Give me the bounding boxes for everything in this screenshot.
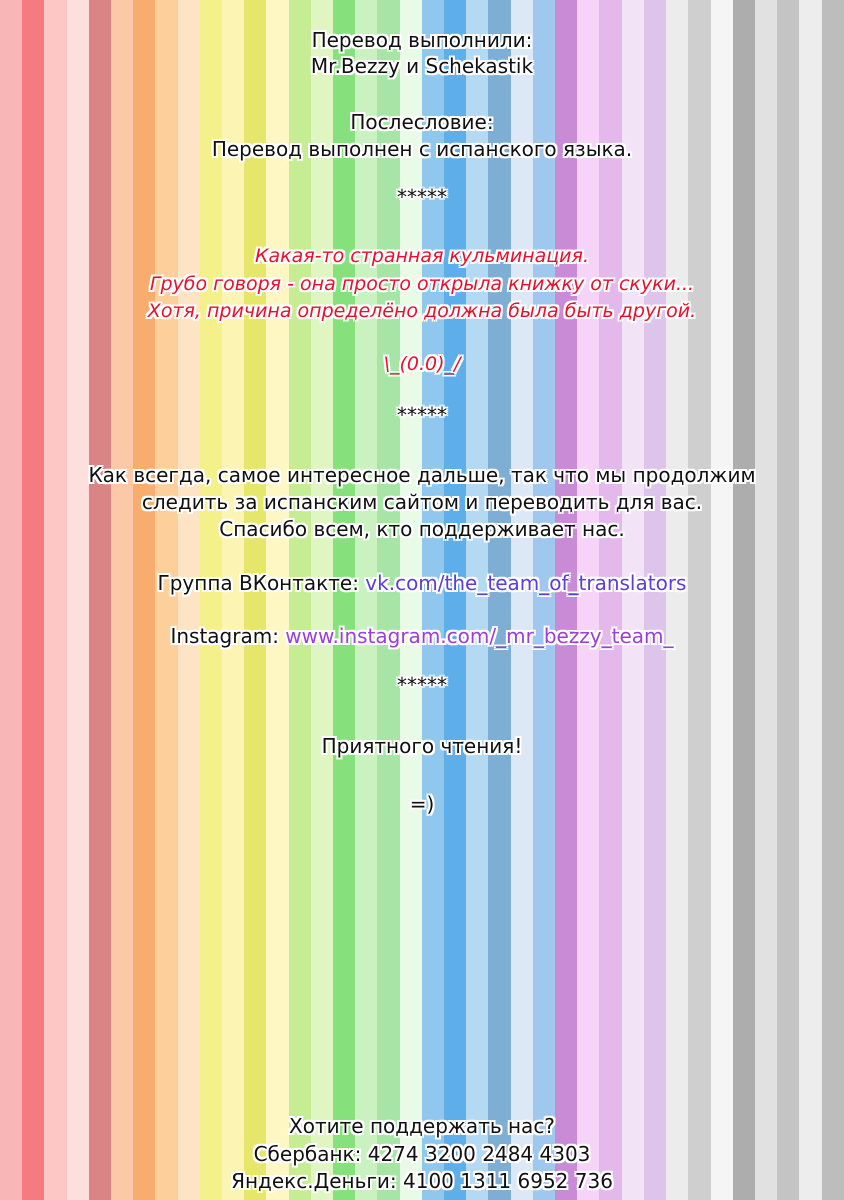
stripe	[777, 0, 800, 1200]
separator: *****	[397, 185, 447, 209]
stripe	[599, 0, 622, 1200]
message-line-3: Спасибо всем, кто поддерживает нас.	[219, 517, 625, 541]
stripe	[310, 0, 334, 1200]
instagram-row: Instagram: www.instagram.com/_mr_bezzy_t…	[0, 623, 844, 649]
comment-line-1: Какая-то странная кульминация.	[254, 245, 589, 267]
stripe	[421, 0, 445, 1200]
stripe	[377, 0, 400, 1200]
farewell-text: Приятного чтения!	[321, 734, 523, 758]
afterword-heading: Послесловие:	[350, 110, 494, 134]
afterword-text: Перевод выполнен с испанского языка.	[211, 137, 633, 161]
stripe	[666, 0, 689, 1200]
stripe	[177, 0, 200, 1200]
stripe	[44, 0, 67, 1200]
stripe	[155, 0, 178, 1200]
smile-emoticon: =)	[409, 792, 435, 816]
stripe	[22, 0, 45, 1200]
credits-names: Mr.Bezzy и Schekastik	[310, 54, 534, 78]
stripe	[66, 0, 89, 1200]
stripe	[0, 0, 23, 1200]
stripe	[199, 0, 223, 1200]
stripe	[621, 0, 644, 1200]
stripe	[532, 0, 556, 1200]
instagram-label: Instagram:	[170, 624, 286, 648]
stripe	[488, 0, 511, 1200]
stripe	[510, 0, 533, 1200]
stripe	[244, 0, 267, 1200]
stripe	[111, 0, 134, 1200]
stripe	[799, 0, 822, 1200]
stripe	[333, 0, 356, 1200]
credits-heading: Перевод выполнили:	[311, 28, 533, 52]
separator: *****	[397, 403, 447, 427]
stripe	[466, 0, 489, 1200]
vk-link[interactable]: vk.com/the_team_of_translators	[365, 571, 687, 595]
stripe	[710, 0, 733, 1200]
stripe	[732, 0, 755, 1200]
message-line-1: Как всегда, самое интересное дальше, так…	[88, 463, 756, 487]
sberbank-details: Сбербанк: 4274 3200 2484 4303	[253, 1142, 591, 1166]
stripe	[555, 0, 578, 1200]
stripe	[133, 0, 156, 1200]
stripe	[355, 0, 378, 1200]
stripe	[577, 0, 600, 1200]
vk-row: Группа ВКонтакте: vk.com/the_team_of_tra…	[0, 570, 844, 596]
yandex-money-details: Яндекс.Деньги: 4100 1311 6952 736	[231, 1169, 613, 1193]
stripe	[688, 0, 711, 1200]
stripe	[754, 0, 778, 1200]
stripe	[222, 0, 245, 1200]
shrug-emoticon: \_(0.0)_/	[383, 353, 461, 375]
instagram-link[interactable]: www.instagram.com/_mr_bezzy_team_	[285, 624, 674, 648]
comment-line-3: Хотя, причина определёно должна была быт…	[147, 300, 697, 322]
support-heading: Хотите поддержать нас?	[289, 1114, 555, 1138]
stripe	[643, 0, 667, 1200]
comment-line-2: Грубо говоря - она просто открыла книжку…	[149, 273, 695, 295]
stripe	[266, 0, 289, 1200]
stripe	[88, 0, 112, 1200]
separator: *****	[397, 673, 447, 697]
stripe	[821, 0, 844, 1200]
stripe	[399, 0, 422, 1200]
vk-label: Группа ВКонтакте:	[157, 571, 366, 595]
stripe	[288, 0, 311, 1200]
stripe	[444, 0, 467, 1200]
message-line-2: следить за испанским сайтом и переводить…	[141, 490, 703, 514]
